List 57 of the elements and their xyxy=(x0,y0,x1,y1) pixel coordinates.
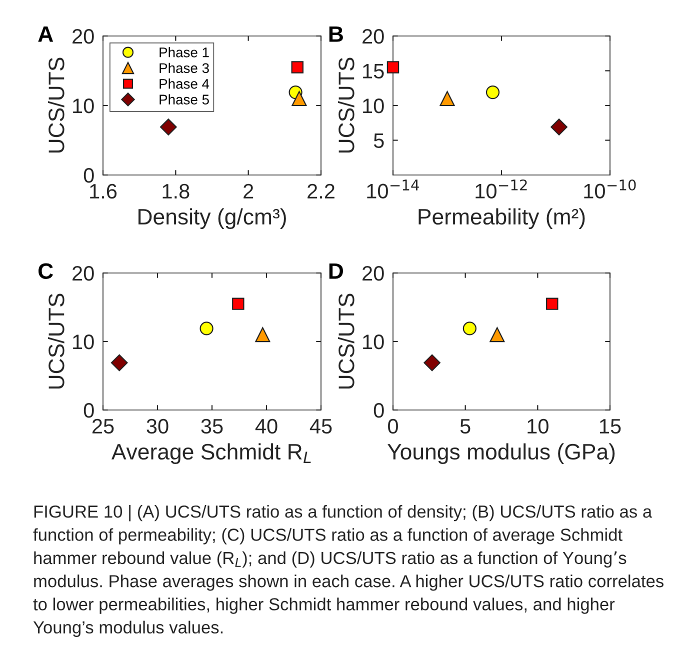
point xyxy=(110,354,128,372)
x-tick-label: 25 xyxy=(92,418,114,434)
point xyxy=(490,327,505,342)
point xyxy=(424,354,440,372)
point xyxy=(200,322,214,336)
chart-title: D xyxy=(329,263,344,279)
x-tick-label: 2.2 xyxy=(308,184,334,198)
point xyxy=(232,298,244,310)
point xyxy=(462,322,476,336)
y-tick-label: 20 xyxy=(72,29,94,44)
chart-title: B xyxy=(329,26,343,42)
x-tick-label: 10$^{−12}$ xyxy=(476,179,527,198)
x-tick-label: 30 xyxy=(146,418,168,434)
y-tick-label: 0 xyxy=(84,168,94,183)
y-tick-label: 5 xyxy=(374,133,384,148)
legend-label: Phase 5 xyxy=(160,94,209,104)
x-axis-title: Density (g/cm³) xyxy=(138,208,286,230)
x-axis-title: Permeability (m²) xyxy=(418,208,585,230)
x-tick-label: 5 xyxy=(460,419,470,434)
y-axis-title: UCS/UTS xyxy=(48,58,64,153)
x-tick-label: 10 xyxy=(528,418,548,434)
x-tick-label: 10$^{−10}$ xyxy=(584,179,636,198)
x-tick-label: 2 xyxy=(244,184,254,198)
y-tick-label: 10 xyxy=(73,334,94,350)
y-tick-label: 20 xyxy=(72,266,94,281)
point xyxy=(255,327,270,342)
chart-title: A xyxy=(38,26,54,42)
chart-title: C xyxy=(38,263,54,279)
y-tick-label: 10 xyxy=(363,98,384,114)
point xyxy=(292,91,307,106)
x-axis-title: Youngs modulus (GPa) xyxy=(388,443,615,464)
y-tick-label: 10 xyxy=(363,334,384,350)
y-axis-title: UCS/UTS xyxy=(338,58,354,153)
y-tick-label: 0 xyxy=(374,403,384,418)
x-tick-label: 10$^{−14}$ xyxy=(367,180,419,198)
x-tick-label: 15 xyxy=(600,419,621,434)
y-tick-label: 20 xyxy=(362,266,384,281)
y-axis-title: UCS/UTS xyxy=(338,294,354,389)
x-axis-title: Average Schmidt R$_{L}$ xyxy=(111,443,311,464)
x-tick-label: 0 xyxy=(388,418,398,434)
x-tick-label: 40 xyxy=(255,418,278,434)
y-tick-label: 15 xyxy=(363,64,384,79)
y-tick-label: 10 xyxy=(73,98,94,114)
y-tick-label: 0 xyxy=(84,403,94,418)
x-tick-label: 45 xyxy=(310,419,332,434)
caption: FIGURE 10 | (A) UCS/UTS ratio as a function of density; (B) UCS/UTS ratio as a function of permeability; (C) UCS/UTS ratio as a function of average Schmidt hammer rebound value (R$_{L}$); and (D) UCS/UTS ratio as a function of Young’s modulus. Phase averages shown in each case. A higher UCS/UTS ratio correlates to lower permeabilities, higher Schmidt hammer rebound values, and higher Young’s modulus values. xyxy=(33,505,664,637)
legend-label: Phase 1 xyxy=(160,47,209,58)
x-tick-label: 35 xyxy=(201,418,223,434)
point xyxy=(291,61,304,74)
x-tick-label: 1.6 xyxy=(90,184,117,199)
y-axis-title: UCS/UTS xyxy=(48,294,64,389)
y-tick-label: 20 xyxy=(362,29,384,44)
x-tick-label: 1.8 xyxy=(162,184,190,199)
legend-label: Phase 4 xyxy=(160,78,210,89)
point xyxy=(546,298,558,310)
legend-label: Phase 3 xyxy=(160,62,209,74)
point xyxy=(160,118,177,136)
